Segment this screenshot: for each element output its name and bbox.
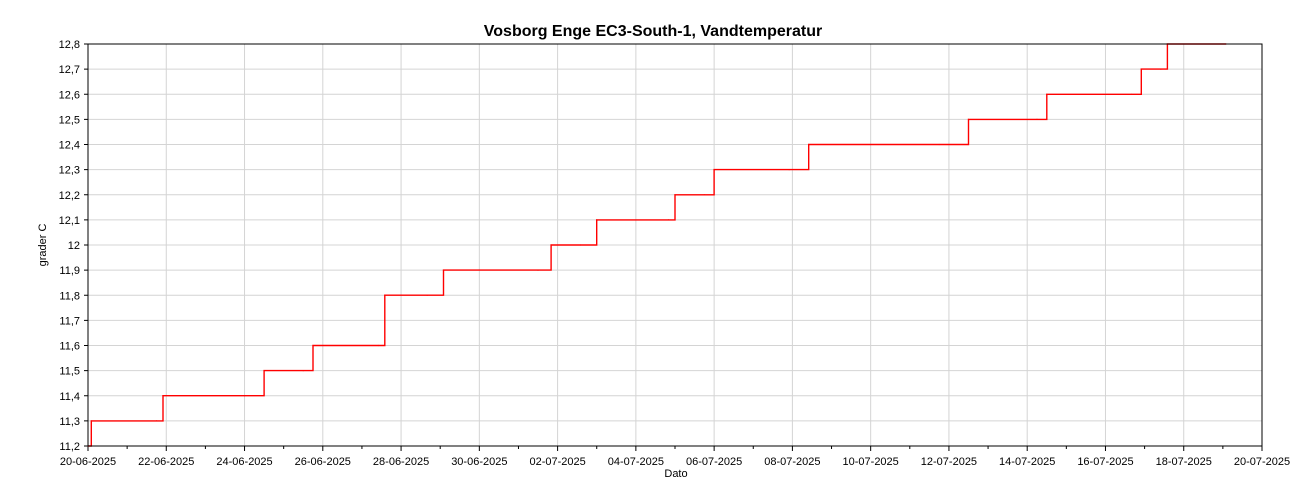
x-tick-label: 12-07-2025 bbox=[921, 456, 977, 468]
y-tick-label: 11,4 bbox=[59, 391, 80, 403]
series-point bbox=[384, 294, 386, 296]
x-tick-label: 28-06-2025 bbox=[373, 456, 429, 468]
x-tick-label: 30-06-2025 bbox=[451, 456, 507, 468]
series-line bbox=[88, 43, 1227, 447]
series-point bbox=[426, 294, 428, 296]
series-point bbox=[1160, 68, 1162, 70]
x-tick-label: 20-07-2025 bbox=[1234, 456, 1290, 468]
series-point bbox=[155, 420, 158, 422]
y-tick-label: 11,7 bbox=[59, 315, 80, 327]
x-tick-label: 24-06-2025 bbox=[216, 456, 272, 468]
series-point bbox=[674, 194, 676, 196]
series-point bbox=[377, 344, 379, 347]
y-tick-label: 12,2 bbox=[59, 190, 80, 202]
series-point bbox=[302, 370, 304, 372]
grid bbox=[87, 43, 1263, 447]
y-tick-label: 12,7 bbox=[59, 64, 80, 76]
series-point bbox=[90, 420, 92, 422]
series-point bbox=[713, 169, 715, 171]
x-tick-label: 22-06-2025 bbox=[138, 456, 194, 468]
series-point bbox=[1036, 118, 1038, 120]
y-tick-label: 12,6 bbox=[59, 89, 80, 101]
y-tick-label: 11,8 bbox=[59, 290, 80, 302]
x-tick-label: 26-06-2025 bbox=[295, 456, 351, 468]
y-tick-label: 12,8 bbox=[59, 39, 80, 51]
x-tick-label: 08-07-2025 bbox=[764, 456, 820, 468]
series-point bbox=[550, 244, 552, 246]
series-point bbox=[442, 269, 445, 271]
y-tick-label: 11,5 bbox=[59, 366, 80, 378]
y-tick-label: 12,4 bbox=[59, 140, 80, 152]
series-point bbox=[1140, 68, 1142, 70]
series-point bbox=[788, 169, 790, 171]
x-tick-label: 02-07-2025 bbox=[529, 456, 585, 468]
axis-ticks: 11,2 11,3 11,4 11,5 11,6 11,7 11,8 11,9 12 12,1 12… bbox=[59, 39, 1291, 468]
y-tick-label: 11,3 bbox=[59, 416, 80, 428]
x-tick-label: 06-07-2025 bbox=[686, 456, 742, 468]
series-point bbox=[1046, 93, 1048, 95]
series-point bbox=[312, 344, 314, 347]
series-point bbox=[667, 219, 670, 221]
series-point bbox=[243, 395, 246, 397]
x-tick-label: 04-07-2025 bbox=[608, 456, 664, 468]
y-tick-label: 12,5 bbox=[59, 114, 80, 126]
series-point bbox=[579, 244, 582, 246]
series-point bbox=[703, 194, 706, 196]
y-tick-label: 11,9 bbox=[59, 265, 80, 277]
plot-frame bbox=[87, 43, 1263, 447]
x-tick-label: 16-07-2025 bbox=[1077, 456, 1133, 468]
series-point bbox=[596, 219, 598, 221]
x-tick-label: 20-06-2025 bbox=[60, 456, 116, 468]
chart-title: Vosborg Enge EC3-South-1, Vandtemperatur bbox=[484, 23, 822, 40]
x-tick-label: 18-07-2025 bbox=[1156, 456, 1212, 468]
series-point bbox=[263, 370, 265, 372]
x-tick-label: 14-07-2025 bbox=[999, 456, 1055, 468]
y-tick-label: 12,1 bbox=[59, 215, 80, 227]
x-axis-label: Dato bbox=[664, 468, 687, 480]
y-axis-label: grader C bbox=[37, 224, 49, 267]
series-point bbox=[808, 143, 810, 146]
y-tick-label: 11,6 bbox=[59, 341, 80, 353]
y-tick-label: 11,2 bbox=[59, 441, 80, 453]
x-tick-label: 10-07-2025 bbox=[843, 456, 899, 468]
series-point bbox=[967, 118, 970, 120]
series-point bbox=[1131, 93, 1133, 95]
series-point bbox=[162, 395, 164, 397]
series-point bbox=[938, 143, 940, 146]
y-tick-label: 12,3 bbox=[59, 165, 80, 177]
series-point bbox=[537, 269, 539, 271]
y-tick-label: 12 bbox=[68, 240, 80, 252]
